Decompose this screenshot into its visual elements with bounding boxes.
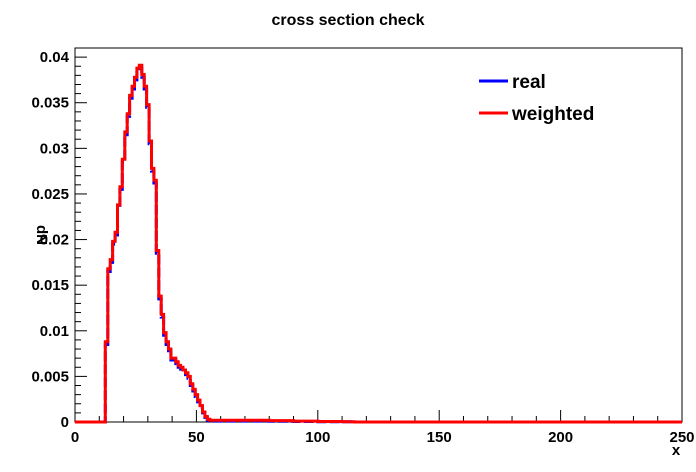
x-tick-labels: 0 50 100 150 200 250 bbox=[71, 429, 695, 446]
x-tick-label: 250 bbox=[669, 429, 694, 446]
y-axis-label: dN bbox=[33, 225, 50, 245]
y-tick-label: 0.03 bbox=[40, 140, 69, 157]
y-tick-label: 0.015 bbox=[31, 277, 69, 294]
y-tick-label: 0.035 bbox=[31, 95, 69, 112]
x-tick-label: 150 bbox=[427, 429, 452, 446]
x-axis-label: x bbox=[672, 442, 681, 459]
series-line-weighted bbox=[75, 63, 682, 424]
y-tick-label: 0 bbox=[61, 414, 69, 431]
y-tick-label: 0.04 bbox=[40, 49, 70, 66]
x-tick-label: 200 bbox=[548, 429, 573, 446]
legend-label-weighted: weighted bbox=[511, 104, 594, 125]
x-tick-label: 0 bbox=[71, 429, 79, 446]
y-tick-label: 0.01 bbox=[40, 323, 69, 340]
legend: real weighted bbox=[479, 72, 594, 125]
y-tick-label: 0.02 bbox=[40, 232, 69, 249]
series-group bbox=[75, 63, 682, 424]
legend-label-real: real bbox=[512, 72, 546, 93]
y-tick-label: 0.005 bbox=[31, 368, 69, 385]
y-tick-label: 0.025 bbox=[31, 186, 69, 203]
y-tick-labels: 0 0.005 0.01 0.015 0.02 0.025 0.03 0.035 0.04 bbox=[31, 49, 69, 431]
x-tick-label: 50 bbox=[188, 429, 205, 446]
x-tick-label: 100 bbox=[305, 429, 330, 446]
chart-title: cross section check bbox=[272, 12, 425, 29]
